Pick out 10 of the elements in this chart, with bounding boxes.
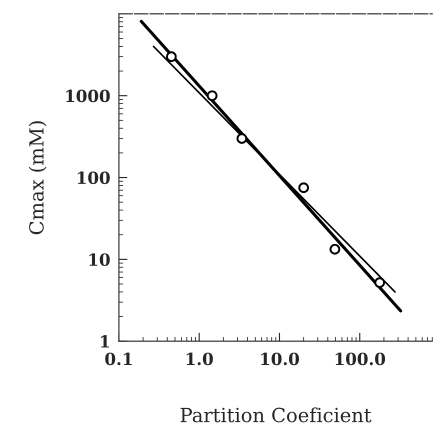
y-tick-label: 10: [89, 253, 110, 266]
x-tick-label: 0.1: [105, 352, 132, 366]
y-axis-title: Cmax (mM): [28, 121, 47, 234]
y-tick-label: 1000: [66, 90, 110, 102]
x-tick-label: 10.0: [261, 352, 299, 366]
y-tick-label: 1: [101, 335, 109, 348]
x-tick-label: 1.0: [186, 352, 213, 366]
y-tick-label: 100: [78, 171, 110, 184]
x-axis-title: Partition Coeficient: [180, 407, 372, 422]
x-tick-label: 100.0: [336, 352, 386, 366]
